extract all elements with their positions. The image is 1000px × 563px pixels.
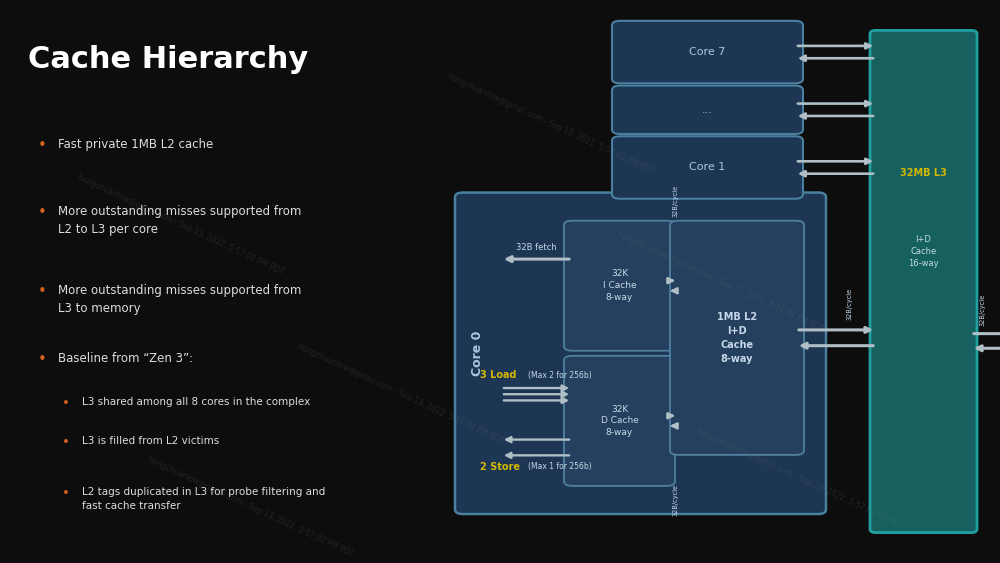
Text: 2 Store: 2 Store [480, 462, 520, 472]
Text: hongchuanlow@gmail.com - Sep 13, 2022, 5:57:02 PM PDT: hongchuanlow@gmail.com - Sep 13, 2022, 5… [296, 342, 504, 446]
Text: •: • [62, 487, 70, 500]
Text: 32K
D Cache
8-way: 32K D Cache 8-way [601, 405, 638, 437]
Text: Core 0: Core 0 [471, 330, 484, 376]
FancyBboxPatch shape [670, 221, 804, 455]
Text: •: • [62, 436, 70, 449]
Text: hongchuanlow@gmail.com - Sep 13, 2022, 5:57:02 PM PDT: hongchuanlow@gmail.com - Sep 13, 2022, 5… [616, 230, 824, 333]
Text: L3 shared among all 8 cores in the complex: L3 shared among all 8 cores in the compl… [82, 397, 310, 407]
FancyBboxPatch shape [564, 356, 675, 486]
Text: (Max 2 for 256b): (Max 2 for 256b) [528, 371, 592, 380]
Text: •: • [38, 284, 47, 300]
Text: 1MB L2
I+D
Cache
8-way: 1MB L2 I+D Cache 8-way [717, 312, 757, 364]
FancyBboxPatch shape [612, 86, 803, 134]
FancyBboxPatch shape [612, 136, 803, 199]
Text: Core 7: Core 7 [689, 47, 726, 57]
Text: More outstanding misses supported from
L2 to L3 per core: More outstanding misses supported from L… [58, 205, 301, 236]
Text: 32B/cycle: 32B/cycle [980, 294, 986, 326]
Text: Baseline from “Zen 3”:: Baseline from “Zen 3”: [58, 352, 193, 365]
Text: Fast private 1MB L2 cache: Fast private 1MB L2 cache [58, 138, 213, 151]
Text: More outstanding misses supported from
L3 to memory: More outstanding misses supported from L… [58, 284, 301, 315]
Text: hongchuanlow@gmail.com - Sep 13, 2022, 5:57:02 PM PDT: hongchuanlow@gmail.com - Sep 13, 2022, 5… [696, 427, 904, 530]
Text: I+D
Cache
16-way: I+D Cache 16-way [908, 235, 939, 268]
Text: L2 tags duplicated in L3 for probe filtering and
fast cache transfer: L2 tags duplicated in L3 for probe filte… [82, 487, 325, 511]
FancyBboxPatch shape [455, 193, 826, 514]
Text: 32B/cycle: 32B/cycle [847, 288, 853, 320]
Text: 32B/cycle: 32B/cycle [672, 185, 678, 217]
Text: ...: ... [702, 105, 713, 115]
Text: •: • [38, 205, 47, 221]
Text: (Max 1 for 256b): (Max 1 for 256b) [528, 462, 592, 471]
Text: Cache Hierarchy: Cache Hierarchy [28, 45, 308, 74]
Text: 32B fetch: 32B fetch [516, 243, 557, 252]
FancyBboxPatch shape [564, 221, 675, 351]
Text: •: • [38, 352, 47, 367]
Text: •: • [38, 138, 47, 153]
Text: •: • [62, 397, 70, 410]
Text: 32B/cycle: 32B/cycle [672, 484, 678, 516]
Text: 3 Load: 3 Load [480, 370, 516, 380]
Text: 32K
I Cache
8-way: 32K I Cache 8-way [603, 270, 636, 302]
FancyBboxPatch shape [612, 21, 803, 83]
Text: L3 is filled from L2 victims: L3 is filled from L2 victims [82, 436, 219, 446]
Text: Core 1: Core 1 [689, 163, 726, 172]
FancyBboxPatch shape [870, 30, 977, 533]
Text: hongchuanlow@gmail.com - Sep 13, 2022, 5:57:02 PM PDT: hongchuanlow@gmail.com - Sep 13, 2022, 5… [446, 72, 654, 176]
Text: 32MB L3: 32MB L3 [900, 168, 947, 177]
Text: hongchuanlow@gmail.com - Sep 13, 2022, 5:57:02 PM PDT: hongchuanlow@gmail.com - Sep 13, 2022, 5… [146, 455, 354, 558]
Text: hongchuanlow@gmail.com - Sep 13, 2022, 5:57:02 PM PDT: hongchuanlow@gmail.com - Sep 13, 2022, 5… [76, 173, 284, 277]
